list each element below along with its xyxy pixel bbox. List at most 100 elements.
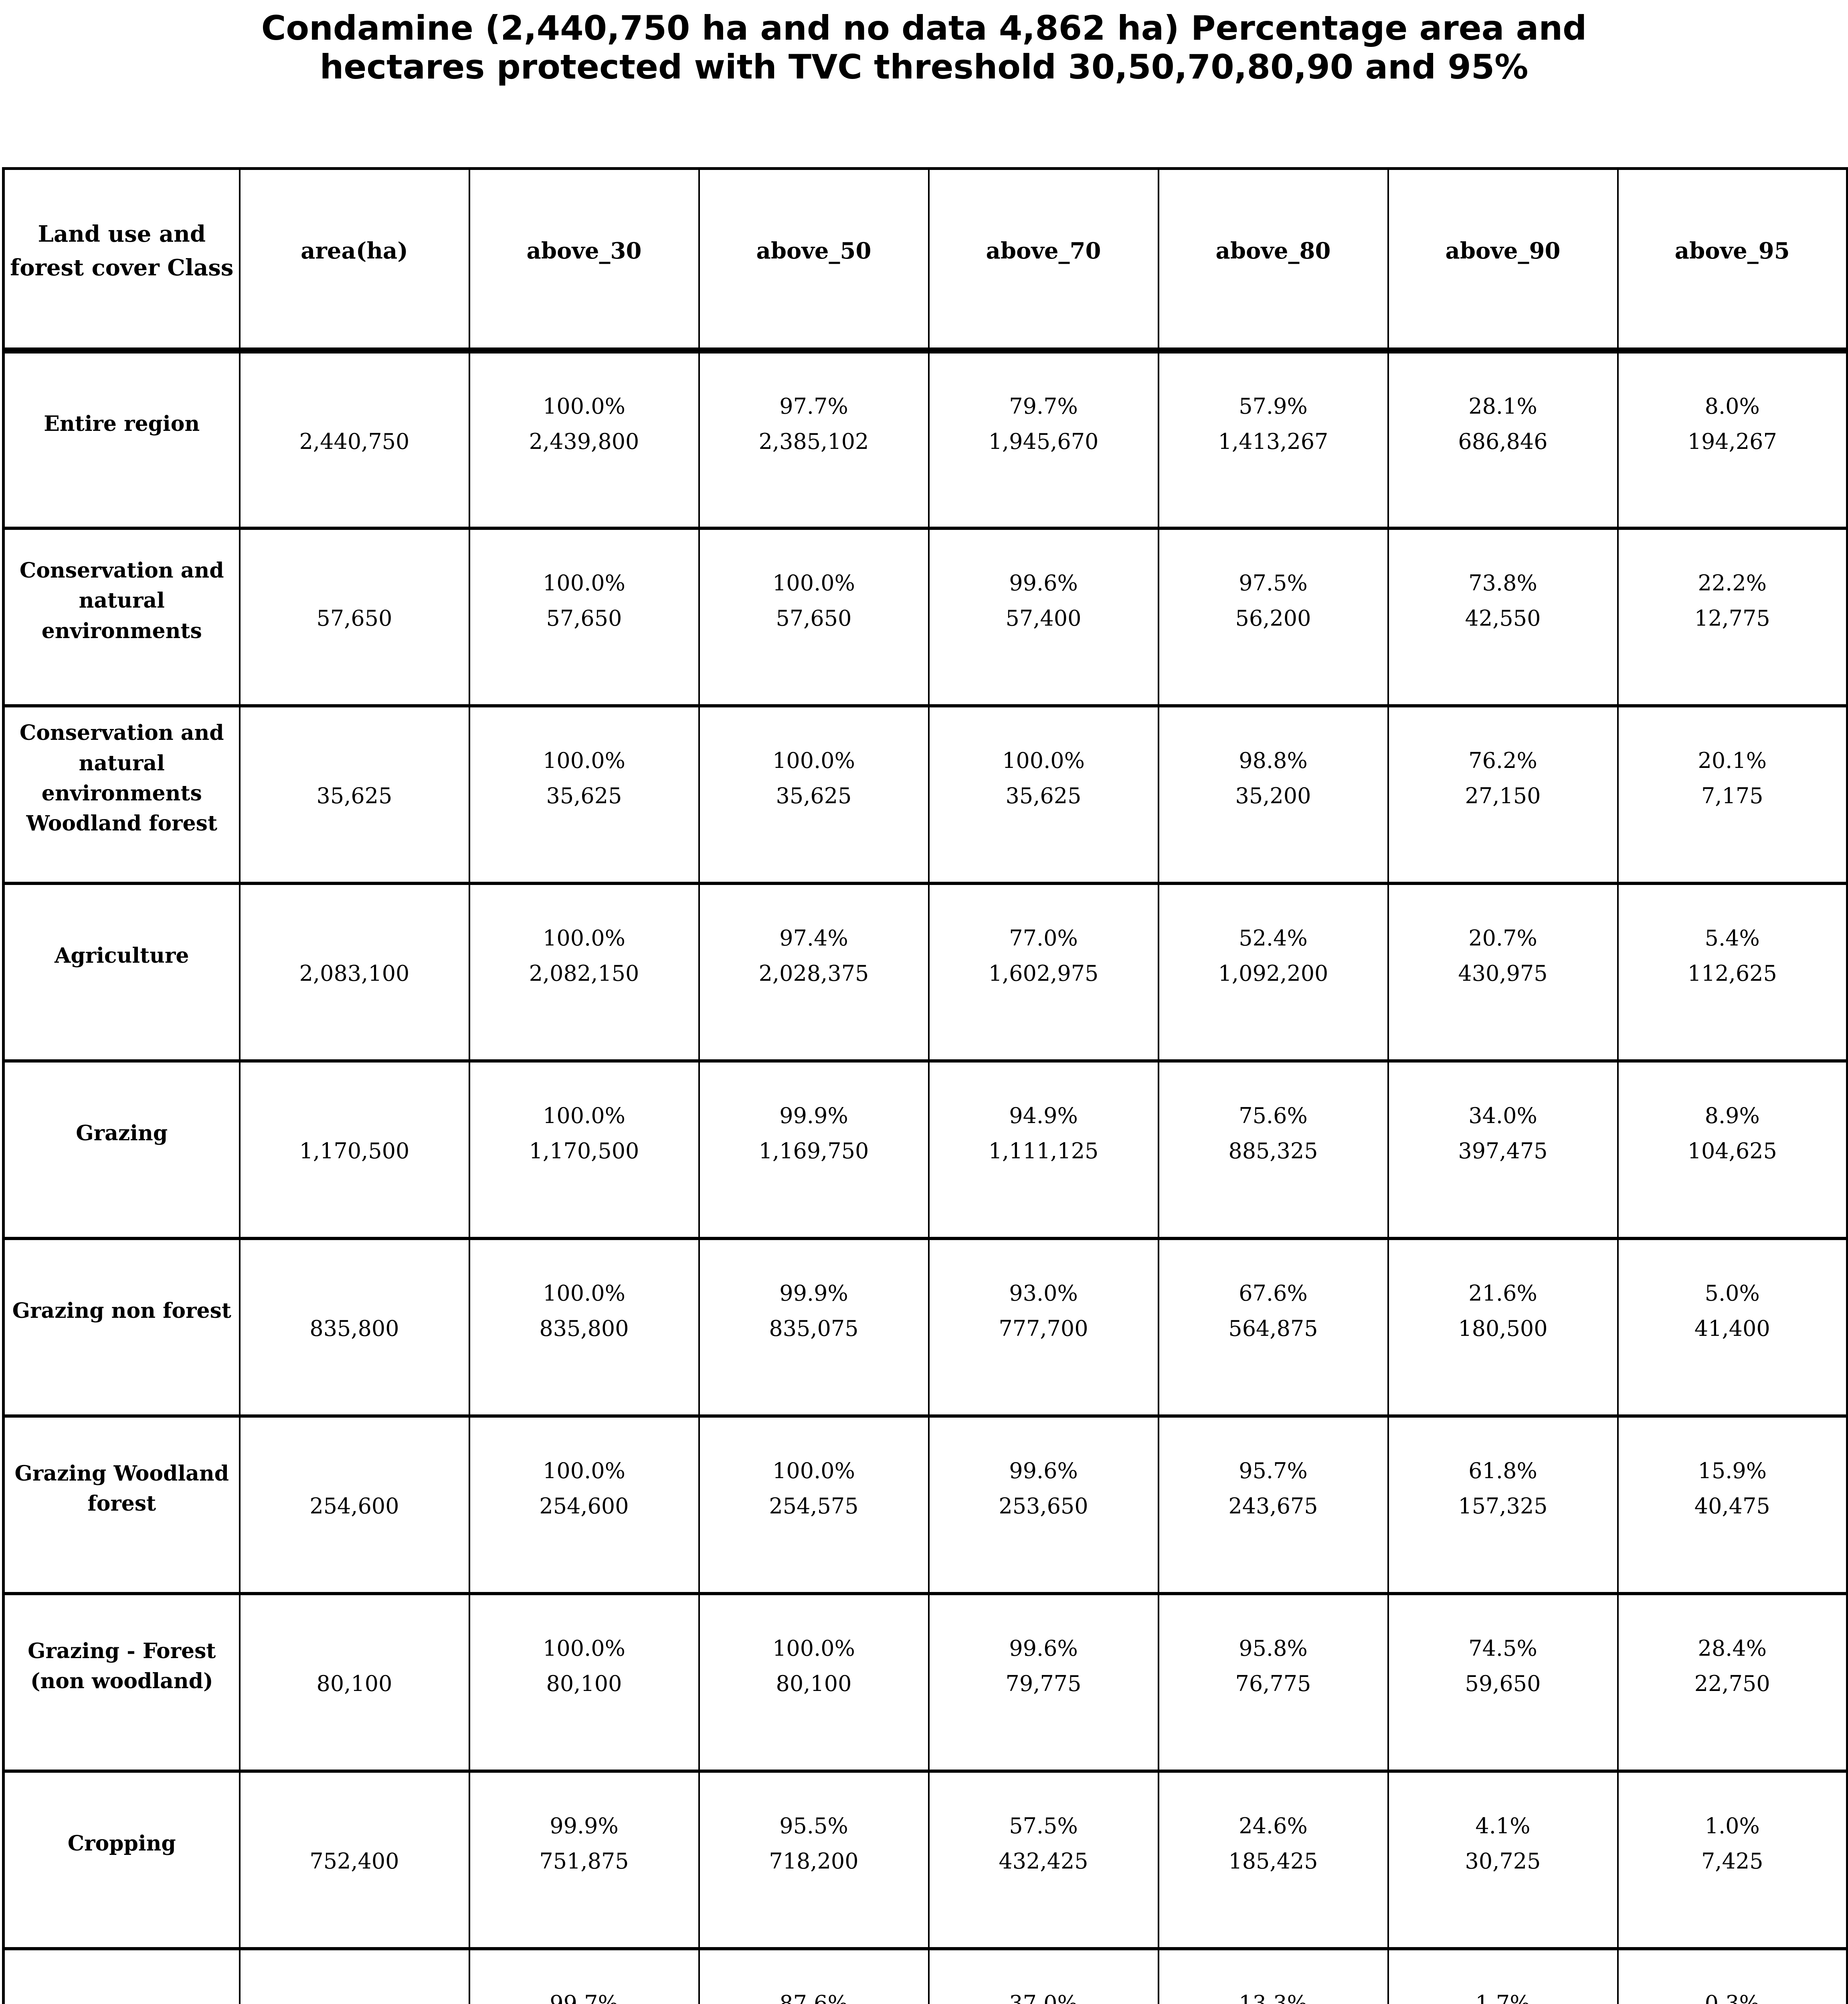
hectares-value: 2,385,102 xyxy=(758,428,869,454)
hectares-value: 22,750 xyxy=(1694,1671,1770,1696)
value-cell: 100.0% 254,575 xyxy=(698,1416,930,1594)
hectares-value: 2,082,150 xyxy=(529,961,639,986)
hectares-value: 80,100 xyxy=(546,1671,622,1696)
area-cell: 0%2,440,750 xyxy=(239,350,470,528)
percent-value: 98.8% xyxy=(1239,747,1308,773)
area-value: 835,800 xyxy=(309,1316,399,1341)
hectares-value: 1,413,267 xyxy=(1218,428,1328,454)
hectares-value: 564,875 xyxy=(1228,1316,1318,1341)
row-label: Grazing xyxy=(2,1061,241,1238)
hectares-value: 57,400 xyxy=(1005,606,1082,631)
row-label: Conservation and natural environments xyxy=(2,528,241,706)
hectares-value: 2,439,800 xyxy=(529,428,639,454)
percent-value: 100.0% xyxy=(543,747,625,773)
percent-value: 95.8% xyxy=(1239,1635,1308,1661)
hectares-value: 7,425 xyxy=(1701,1848,1763,1874)
hectares-value: 35,625 xyxy=(776,783,852,808)
table-row: Entire region0%2,440,750 100.0% 2,439,800 9… xyxy=(2,350,1848,528)
area-cell: 0%57,650 xyxy=(239,528,470,706)
area-cell: 0%835,800 xyxy=(239,1238,470,1416)
value-cell: 76.2% 27,150 xyxy=(1387,705,1619,883)
hectares-value: 1,170,500 xyxy=(529,1138,639,1164)
percent-value: 8.0% xyxy=(1704,393,1760,419)
column-header: above_50 xyxy=(698,168,930,351)
value-cell: 37.0%59,175 xyxy=(928,1948,1159,2004)
percent-value: 100.0% xyxy=(1002,747,1085,773)
row-label: Entire region xyxy=(2,350,241,528)
table-row: Conservation and natural environments0%5… xyxy=(2,528,1848,706)
hectares-value: 59,650 xyxy=(1465,1671,1541,1696)
hectares-value: 157,325 xyxy=(1458,1493,1548,1519)
value-cell: 24.6% 185,425 xyxy=(1157,1771,1389,1949)
value-cell: 20.7% 430,975 xyxy=(1387,883,1619,1061)
percent-value: 100.0% xyxy=(543,1103,625,1128)
table-row: Grazing0%1,170,500 100.0% 1,170,500 99.9% 1,… xyxy=(2,1061,1848,1238)
percent-value: 97.4% xyxy=(779,925,848,951)
area-value: 2,083,100 xyxy=(299,961,410,986)
value-cell: 20.1% 7,175 xyxy=(1617,705,1848,883)
percent-value: 99.9% xyxy=(779,1280,848,1306)
value-cell: 100.0% 57,650 xyxy=(468,528,700,706)
percent-value: 100.0% xyxy=(772,1635,855,1661)
hectares-value: 254,600 xyxy=(539,1493,629,1519)
value-cell: 5.0% 41,400 xyxy=(1617,1238,1848,1416)
value-cell: 99.6% 57,400 xyxy=(928,528,1159,706)
area-value: 752,400 xyxy=(309,1848,399,1874)
value-cell: 87.6%140,150 xyxy=(698,1948,930,2004)
value-cell: 98.8% 35,200 xyxy=(1157,705,1389,883)
hectares-value: 180,500 xyxy=(1458,1316,1548,1341)
value-cell: 99.7%159,500 xyxy=(468,1948,700,2004)
percent-value: 95.7% xyxy=(1239,1458,1308,1483)
area-value: 80,100 xyxy=(316,1671,392,1696)
percent-value: 20.7% xyxy=(1468,925,1537,951)
hectares-value: 254,575 xyxy=(769,1493,859,1519)
percent-value: 76.2% xyxy=(1468,747,1537,773)
area-cell: 0%2,083,100 xyxy=(239,883,470,1061)
hectares-value: 835,075 xyxy=(769,1316,859,1341)
hectares-value: 104,625 xyxy=(1687,1138,1777,1164)
table-row: Grazing non forest0%835,800 100.0% 835,800… xyxy=(2,1238,1848,1416)
percent-value: 1.0% xyxy=(1704,1813,1760,1838)
percent-value: 77.0% xyxy=(1009,925,1078,951)
percent-value: 100.0% xyxy=(543,570,625,596)
percent-value: 24.6% xyxy=(1239,1813,1308,1838)
percent-value: 20.1% xyxy=(1698,747,1767,773)
percent-value: 79.7% xyxy=(1009,393,1078,419)
row-label: Grazing Woodland forest xyxy=(2,1416,241,1594)
hectares-value: 718,200 xyxy=(769,1848,859,1874)
value-cell: 77.0% 1,602,975 xyxy=(928,883,1159,1061)
value-cell: 99.6% 79,775 xyxy=(928,1593,1159,1771)
hectares-value: 27,150 xyxy=(1465,783,1541,808)
percent-value: 15.9% xyxy=(1698,1458,1767,1483)
percent-value: 67.6% xyxy=(1239,1280,1308,1306)
area-cell: 0%159,925 xyxy=(239,1948,470,2004)
value-cell: 57.9% 1,413,267 xyxy=(1157,350,1389,528)
percent-value: 5.0% xyxy=(1704,1280,1760,1306)
page-title-line2: hectares protected with TVC threshold 30… xyxy=(319,47,1529,87)
column-header: above_90 xyxy=(1387,168,1619,351)
value-cell: 79.7% 1,945,670 xyxy=(928,350,1159,528)
column-header: above_30 xyxy=(468,168,700,351)
percent-value: 8.9% xyxy=(1704,1103,1760,1128)
area-value: 254,600 xyxy=(309,1493,399,1519)
hectares-value: 1,169,750 xyxy=(758,1138,869,1164)
percent-value: 5.4% xyxy=(1704,925,1760,951)
value-cell: 100.0% 80,100 xyxy=(468,1593,700,1771)
percent-value: 37.0% xyxy=(1009,1990,1078,2004)
hectares-value: 1,602,975 xyxy=(988,961,1099,986)
hectares-value: 253,650 xyxy=(999,1493,1088,1519)
hectares-value: 35,200 xyxy=(1235,783,1311,808)
percent-value: 0.3% xyxy=(1704,1990,1760,2004)
hectares-value: 79,775 xyxy=(1005,1671,1082,1696)
hectares-value: 7,175 xyxy=(1701,783,1763,808)
hectares-value: 686,846 xyxy=(1458,428,1548,454)
percent-value: 52.4% xyxy=(1239,925,1308,951)
hectares-value: 35,625 xyxy=(546,783,622,808)
hectares-value: 2,028,375 xyxy=(758,961,869,986)
value-cell: 15.9% 40,475 xyxy=(1617,1416,1848,1594)
percent-value: 100.0% xyxy=(772,570,855,596)
area-cell: 0%1,170,500 xyxy=(239,1061,470,1238)
percent-value: 100.0% xyxy=(543,1458,625,1483)
value-cell: 57.5% 432,425 xyxy=(928,1771,1159,1949)
page-title-line1: Condamine (2,440,750 ha and no data 4,86… xyxy=(261,8,1587,48)
